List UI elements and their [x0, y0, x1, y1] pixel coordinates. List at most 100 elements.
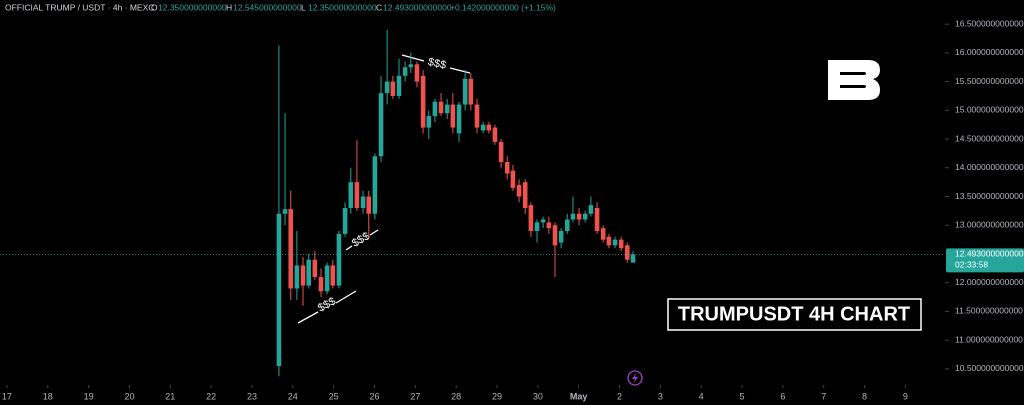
plot — [0, 29, 945, 377]
dash — [297, 311, 319, 324]
candle-body — [402, 67, 408, 76]
event-icon[interactable] — [627, 370, 643, 386]
y-tick-label: 14.000000000000 — [955, 162, 1024, 172]
candle-body — [360, 196, 366, 209]
candle-body — [492, 127, 498, 142]
x-tick-label: 5 — [740, 391, 745, 401]
y-tick-label: 14.500000000000 — [955, 133, 1024, 143]
candle-body — [294, 265, 300, 289]
x-tick-label: 29 — [492, 391, 502, 401]
candle-body — [522, 182, 528, 209]
candle-body — [630, 254, 636, 263]
candle-body — [300, 265, 306, 286]
candle-body — [288, 209, 294, 289]
candle-body — [354, 182, 360, 209]
candle-body — [396, 75, 402, 96]
candle-body — [570, 213, 576, 220]
candle-body — [624, 245, 630, 260]
candle-body — [426, 116, 432, 128]
legend-change: +0.142000000000 (+1.15%) — [450, 2, 556, 12]
candle-body — [408, 64, 414, 68]
legend-key: H — [226, 2, 232, 12]
candle-body — [306, 259, 312, 286]
x-tick-label: 27 — [410, 391, 420, 401]
dash — [369, 229, 379, 236]
candle-body — [366, 196, 372, 214]
candle-body — [336, 233, 342, 286]
candle-body — [510, 170, 516, 188]
candle-body — [276, 213, 282, 367]
candle-body — [480, 124, 486, 131]
x-tick-label: 7 — [821, 391, 826, 401]
x-tick-label: 4 — [699, 391, 704, 401]
candle-body — [468, 78, 474, 105]
legend-key: L — [301, 2, 306, 12]
candle-body — [312, 259, 318, 277]
y-tick-label: 15.500000000000 — [955, 76, 1024, 86]
legend-key: C — [376, 2, 382, 12]
y-tick-label: 11.500000000000 — [955, 306, 1023, 316]
candle-body — [348, 182, 354, 209]
annotation: $$$ — [427, 56, 447, 72]
candle-body — [282, 209, 288, 214]
candle-body — [594, 208, 600, 231]
candle-body — [372, 156, 378, 214]
legend: OFFICIAL TRUMP / USDT · 4h · MEXC O 12.35… — [5, 2, 556, 12]
candle-body — [474, 104, 480, 128]
last-price-box — [946, 248, 1024, 273]
y-tick-label: 12.000000000000 — [955, 277, 1024, 287]
x-tick-label: 20 — [124, 391, 134, 401]
candle-body — [444, 104, 450, 114]
candle-body — [606, 236, 612, 246]
candle-body — [564, 219, 570, 231]
legend-key: O — [151, 2, 158, 12]
y-tick-label: 16.000000000000 — [955, 47, 1024, 57]
candle-body — [432, 101, 438, 117]
y-tick-label: 15.000000000000 — [955, 105, 1024, 115]
candle-body — [462, 78, 468, 105]
candle-body — [498, 141, 504, 163]
candle-body — [582, 213, 588, 220]
x-tick-label: 18 — [43, 391, 53, 401]
candle-body — [414, 64, 420, 82]
candle-body — [330, 265, 336, 286]
candle-body — [552, 225, 558, 246]
legend-value: 12.545000000000 — [233, 2, 302, 12]
candle-body — [486, 124, 492, 131]
x-tick-label: 8 — [862, 391, 867, 401]
x-tick-label: May — [570, 391, 588, 401]
candle-body — [456, 104, 462, 134]
legend-value: 12.350000000000 — [158, 2, 227, 12]
candle-body — [558, 231, 564, 243]
dash — [345, 245, 353, 251]
x-tick-label: 3 — [658, 391, 663, 401]
x-tick-label: 24 — [288, 391, 298, 401]
x-tick-label: 28 — [451, 391, 461, 401]
x-tick-label: 30 — [533, 391, 543, 401]
candle-body — [612, 239, 618, 246]
candle-body — [450, 104, 456, 128]
last-price-label: 12.493000000000 — [955, 249, 1024, 259]
candle-body — [618, 239, 624, 249]
countdown: 02:33:58 — [955, 260, 988, 270]
candle-body — [438, 101, 444, 114]
y-tick-label: 10.500000000000 — [955, 363, 1024, 373]
candle-body — [546, 222, 552, 229]
candle-body — [576, 213, 582, 220]
candle-body — [516, 185, 522, 197]
x-tick-label: 21 — [165, 391, 175, 401]
label-box — [667, 298, 922, 331]
y-tick-label: 13.500000000000 — [955, 191, 1024, 201]
dash — [401, 54, 425, 62]
candle-body — [318, 276, 324, 292]
candle-body — [528, 205, 534, 231]
candle-body — [504, 162, 510, 174]
y-tick-label: 16.500000000000 — [955, 18, 1024, 28]
x-tick-label: 6 — [780, 391, 785, 401]
logo — [828, 60, 880, 100]
event-icon-bolt — [632, 373, 638, 383]
candle-body — [540, 219, 546, 223]
candle-body — [342, 208, 348, 234]
axes: 16.500000000000 16.000000000000 15.5000000… — [2, 18, 1024, 401]
